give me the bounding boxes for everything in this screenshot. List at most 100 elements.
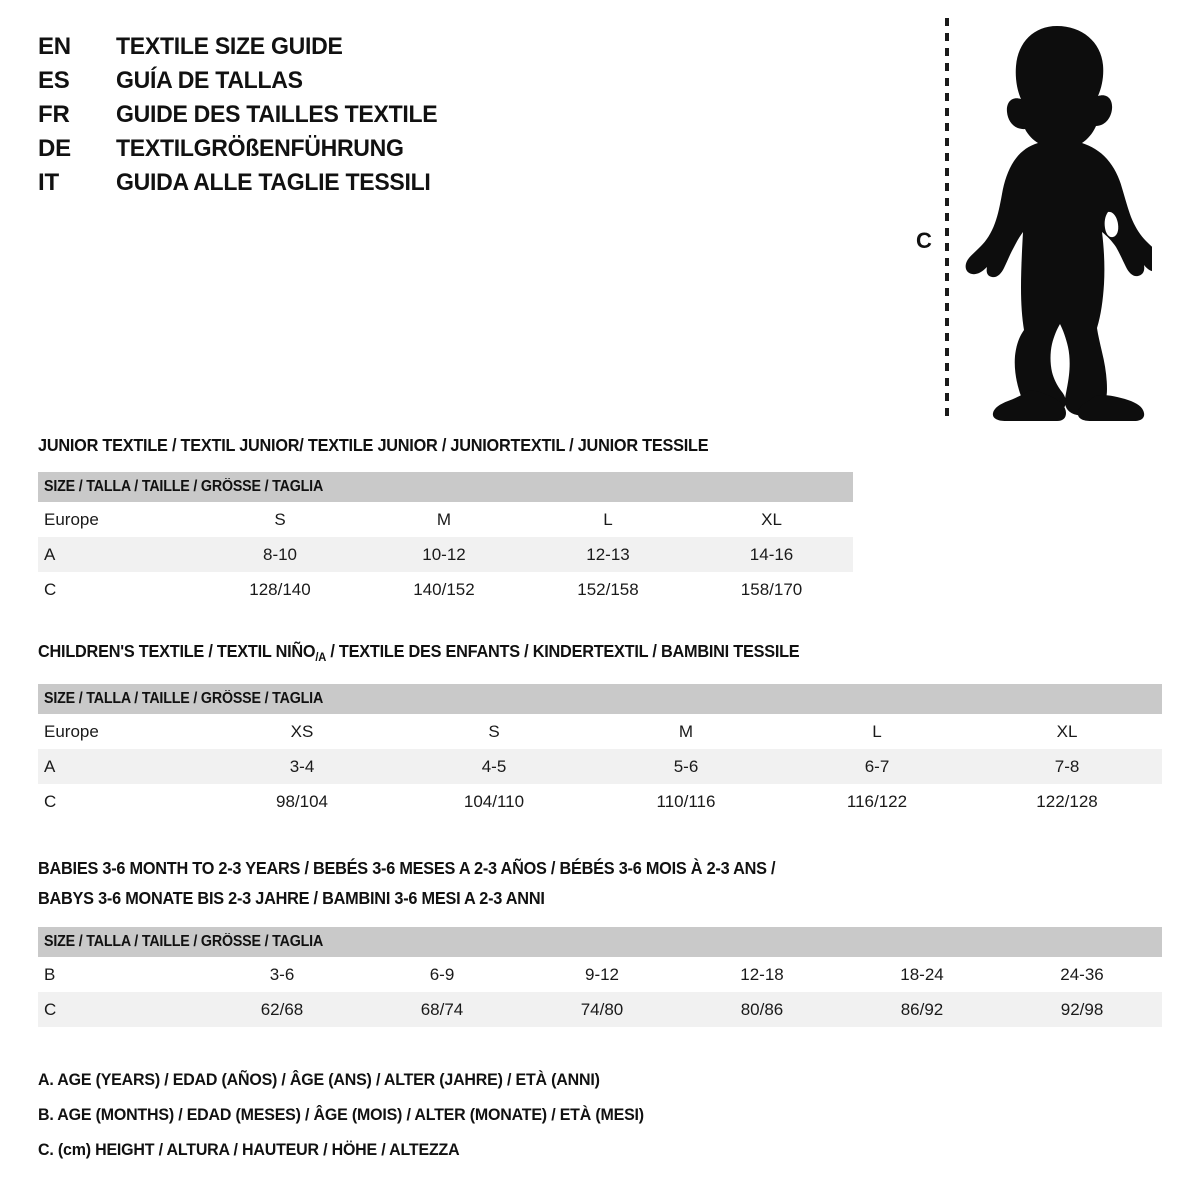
table-band-row: SIZE / TALLA / TAILLE / GRÖSSE / TAGLIA [38,684,1163,714]
legend-line-c: C. (cm) HEIGHT / ALTURA / HAUTEUR / HÖHE… [38,1132,884,1167]
children-row-a-xs: 3-4 [289,756,315,776]
table-band-row: SIZE / TALLA / TAILLE / GRÖSSE / TAGLIA [38,927,1163,957]
babies-row-c-c3: 74/80 [580,999,624,1019]
legend-line-c-unit: (cm) [57,1140,91,1159]
section-title-babies-line1: BABIES 3-6 MONTH TO 2-3 YEARS / BEBÉS 3-… [38,858,776,878]
babies-row-b-c6: 24-36 [1060,964,1104,984]
language-row-de: DE TEXTILGRÖßENFÜHRUNG [38,132,558,166]
table-row: C 128/140 140/152 152/158 158/170 [38,572,854,607]
children-size-table: SIZE / TALLA / TAILLE / GRÖSSE / TAGLIA … [38,684,1163,819]
table-row: B 3-6 6-9 9-12 12-18 18-24 24-36 [38,957,1163,992]
children-row-a-s: 4-5 [481,756,507,776]
language-code-fr: FR [38,101,70,128]
legend-line-a: A. AGE (YEARS) / EDAD (AÑOS) / ÂGE (ANS)… [38,1070,600,1089]
junior-band-label: SIZE / TALLA / TAILLE / GRÖSSE / TAGLIA [38,472,854,502]
language-code-de: DE [38,135,71,162]
babies-row-c-c6: 92/98 [1060,999,1104,1019]
children-row-a-l: 6-7 [864,756,890,776]
junior-col-xl: XL [761,509,782,529]
children-row-a-label: A [44,756,56,776]
table-row: A 8-10 10-12 12-13 14-16 [38,537,854,572]
language-code-en: EN [38,33,71,60]
language-row-fr: FR GUIDE DES TAILLES TEXTILE [38,98,558,132]
table-row-header: Europe XS S M L XL [38,714,1163,749]
babies-row-c-c2: 68/74 [420,999,464,1019]
babies-row-b-label: B [44,964,56,984]
junior-row-c-label: C [44,579,57,599]
babies-row-b-c5: 18-24 [900,964,944,984]
children-row-c-l: 116/122 [846,791,908,811]
junior-row-c-m: 140/152 [413,579,475,599]
junior-col-region: Europe [44,509,99,529]
junior-row-a-s: 8-10 [262,544,298,564]
table-row-header: Europe S M L XL [38,502,854,537]
legend-block: A. AGE (YEARS) / EDAD (AÑOS) / ÂGE (ANS)… [38,1062,938,1167]
section-children-textile: CHILDREN'S TEXTILE / TEXTIL NIÑO/A / TEX… [38,638,1163,819]
section-babies-textile: BABIES 3-6 MONTH TO 2-3 YEARS / BEBÉS 3-… [38,855,1163,1027]
junior-row-a-xl: 14-16 [749,544,794,564]
children-col-l: L [872,721,882,741]
language-row-en: EN TEXTILE SIZE GUIDE [38,30,558,64]
language-title-de: TEXTILGRÖßENFÜHRUNG [116,135,404,162]
babies-row-b-c2: 6-9 [429,964,455,984]
junior-row-c-s: 128/140 [249,579,311,599]
language-title-it: GUIDA ALLE TAGLIE TESSILI [116,169,431,196]
section-title-children-post: / TEXTILE DES ENFANTS / KINDERTEXTIL / B… [326,641,800,661]
legend-line-c-rest: HEIGHT / ALTURA / HAUTEUR / HÖHE / ALTEZ… [90,1140,460,1159]
language-row-it: IT GUIDA ALLE TAGLIE TESSILI [38,166,558,200]
babies-row-b-c1: 3-6 [269,964,295,984]
junior-col-l: L [603,509,613,529]
children-col-xl: XL [1056,721,1078,741]
children-row-c-s: 104/110 [463,791,525,811]
language-row-es: ES GUÍA DE TALLAS [38,64,558,98]
junior-col-m: M [436,509,452,529]
babies-row-c-label: C [44,999,57,1019]
babies-row-c-c5: 86/92 [900,999,944,1019]
babies-band-label: SIZE / TALLA / TAILLE / GRÖSSE / TAGLIA [38,927,1163,957]
language-title-es: GUÍA DE TALLAS [116,67,303,94]
babies-size-table: SIZE / TALLA / TAILLE / GRÖSSE / TAGLIA … [38,927,1163,1027]
junior-row-c-l: 152/158 [577,579,639,599]
section-title-children: CHILDREN'S TEXTILE / TEXTIL NIÑO/A / TEX… [38,638,1083,670]
babies-row-b-c4: 12-18 [740,964,784,984]
table-band-row: SIZE / TALLA / TAILLE / GRÖSSE / TAGLIA [38,472,854,502]
children-row-c-xs: 98/104 [276,791,328,811]
height-measure-label: C [916,228,932,253]
language-title-list: EN TEXTILE SIZE GUIDE ES GUÍA DE TALLAS … [38,30,558,200]
children-col-xs: XS [290,721,314,741]
table-row: C 62/68 68/74 74/80 80/86 86/92 92/98 [38,992,1163,1027]
children-row-a-m: 5-6 [673,756,699,776]
table-row: A 3-4 4-5 5-6 6-7 7-8 [38,749,1163,784]
junior-row-a-l: 12-13 [586,544,630,564]
babies-row-c-c1: 62/68 [260,999,304,1019]
language-code-es: ES [38,67,70,94]
children-row-c-label: C [44,791,57,811]
junior-row-a-label: A [44,544,56,564]
section-title-children-pre: CHILDREN'S TEXTILE / TEXTIL NIÑO [38,641,316,661]
junior-col-s: S [274,509,286,529]
legend-line-b: B. AGE (MONTHS) / EDAD (MESES) / ÂGE (MO… [38,1105,644,1124]
children-col-region: Europe [44,721,99,741]
children-row-a-xl: 7-8 [1054,756,1080,776]
section-junior-textile: JUNIOR TEXTILE / TEXTIL JUNIOR/ TEXTILE … [38,432,854,607]
height-dashed-line-icon [945,18,949,418]
children-col-s: S [488,721,500,741]
section-title-babies-line2: BABYS 3-6 MONATE BIS 2-3 JAHRE / BAMBINI… [38,888,545,908]
children-row-c-m: 110/116 [656,791,716,811]
children-col-m: M [678,721,694,741]
table-row: C 98/104 104/110 110/116 116/122 122/128 [38,784,1163,819]
junior-row-a-m: 10-12 [422,544,466,564]
language-title-fr: GUIDE DES TAILLES TEXTILE [116,101,438,128]
section-title-junior: JUNIOR TEXTILE / TEXTIL JUNIOR/ TEXTILE … [38,435,709,455]
children-row-c-xl: 122/128 [1036,791,1098,811]
section-title-children-sub: /A [315,650,327,664]
legend-line-c-prefix: C. [38,1140,58,1159]
junior-size-table: SIZE / TALLA / TAILLE / GRÖSSE / TAGLIA … [38,472,854,607]
language-code-it: IT [38,169,59,196]
junior-row-c-xl: 158/170 [740,579,803,599]
babies-row-b-c3: 9-12 [584,964,620,984]
children-band-label: SIZE / TALLA / TAILLE / GRÖSSE / TAGLIA [38,684,1163,714]
height-illustration: C [900,12,1170,424]
toddler-silhouette-icon [965,26,1152,421]
babies-row-c-c4: 80/86 [740,999,784,1019]
